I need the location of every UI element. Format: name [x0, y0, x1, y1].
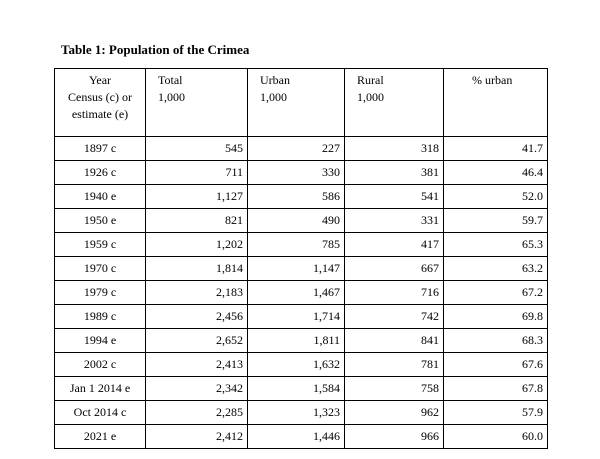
header-year-line: estimate (e) [71, 107, 129, 121]
table-row: 1959 c 1,202 785 417 65.3 [54, 232, 548, 257]
cell-year: 1926 c [54, 160, 146, 185]
header-row: Year Census (c) or estimate (e) Total 1,… [54, 68, 548, 137]
cell-rural: 742 [344, 304, 444, 329]
cell-total: 2,412 [145, 424, 248, 449]
cell-rural: 381 [344, 160, 444, 185]
cell-rural: 331 [344, 208, 444, 233]
cell-percent-urban: 60.0 [443, 424, 548, 449]
cell-rural: 541 [344, 184, 444, 209]
cell-urban: 1,714 [247, 304, 345, 329]
header-urban-line: Urban [260, 73, 290, 87]
table-row: 1950 e 821 490 331 59.7 [54, 208, 548, 233]
cell-total: 2,183 [145, 280, 248, 305]
header-rural-line: 1,000 [357, 90, 384, 104]
table-body: Year Census (c) or estimate (e) Total 1,… [54, 68, 548, 449]
cell-year: 1950 e [54, 208, 146, 233]
cell-total: 545 [145, 136, 248, 161]
cell-year: 1994 e [54, 328, 146, 353]
cell-total: 2,413 [145, 352, 248, 377]
cell-percent-urban: 67.8 [443, 376, 548, 401]
table-row: 1940 e 1,127 586 541 52.0 [54, 184, 548, 209]
cell-percent-urban: 69.8 [443, 304, 548, 329]
header-rural: Rural 1,000 [344, 68, 444, 137]
cell-percent-urban: 65.3 [443, 232, 548, 257]
cell-rural: 781 [344, 352, 444, 377]
table-caption: Table 1: Population of the Crimea [61, 42, 250, 57]
cell-total: 1,814 [145, 256, 248, 281]
cell-year: 1989 c [54, 304, 146, 329]
cell-urban: 586 [247, 184, 345, 209]
cell-percent-urban: 52.0 [443, 184, 548, 209]
cell-total: 2,342 [145, 376, 248, 401]
cell-total: 1,127 [145, 184, 248, 209]
cell-percent-urban: 68.3 [443, 328, 548, 353]
cell-year: 1970 c [54, 256, 146, 281]
population-table: Year Census (c) or estimate (e) Total 1,… [54, 68, 548, 449]
table-row: 1970 c 1,814 1,147 667 63.2 [54, 256, 548, 281]
cell-urban: 1,467 [247, 280, 345, 305]
cell-year: 1979 c [54, 280, 146, 305]
cell-rural: 758 [344, 376, 444, 401]
cell-rural: 417 [344, 232, 444, 257]
table-row: 2021 e 2,412 1,446 966 60.0 [54, 424, 548, 449]
cell-year: Jan 1 2014 e [54, 376, 146, 401]
header-percent-urban-line: % urban [472, 73, 513, 87]
cell-percent-urban: 63.2 [443, 256, 548, 281]
cell-rural: 667 [344, 256, 444, 281]
table-row: 1926 c 711 330 381 46.4 [54, 160, 548, 185]
cell-total: 2,652 [145, 328, 248, 353]
cell-percent-urban: 57.9 [443, 400, 548, 425]
header-rural-line: Rural [357, 73, 384, 87]
cell-year: 2002 c [54, 352, 146, 377]
table-row: 1897 c 545 227 318 41.7 [54, 136, 548, 161]
cell-percent-urban: 67.6 [443, 352, 548, 377]
cell-year: 1959 c [54, 232, 146, 257]
cell-urban: 1,446 [247, 424, 345, 449]
table-row: Jan 1 2014 e 2,342 1,584 758 67.8 [54, 376, 548, 401]
table-row: Oct 2014 c 2,285 1,323 962 57.9 [54, 400, 548, 425]
table-row: 1979 c 2,183 1,467 716 67.2 [54, 280, 548, 305]
cell-total: 711 [145, 160, 248, 185]
cell-urban: 1,584 [247, 376, 345, 401]
cell-year: 1940 e [54, 184, 146, 209]
header-urban: Urban 1,000 [247, 68, 345, 137]
cell-urban: 785 [247, 232, 345, 257]
header-total-line: 1,000 [158, 90, 185, 104]
cell-urban: 1,811 [247, 328, 345, 353]
cell-year: Oct 2014 c [54, 400, 146, 425]
cell-urban: 330 [247, 160, 345, 185]
cell-total: 1,202 [145, 232, 248, 257]
cell-urban: 1,632 [247, 352, 345, 377]
cell-rural: 841 [344, 328, 444, 353]
header-year: Year Census (c) or estimate (e) [54, 68, 146, 137]
table-row: 1989 c 2,456 1,714 742 69.8 [54, 304, 548, 329]
header-total-line: Total [158, 73, 183, 87]
cell-rural: 716 [344, 280, 444, 305]
cell-year: 1897 c [54, 136, 146, 161]
table-row: 1994 e 2,652 1,811 841 68.3 [54, 328, 548, 353]
cell-rural: 962 [344, 400, 444, 425]
header-year-line: Census (c) or [68, 90, 132, 104]
header-percent-urban: % urban [443, 68, 548, 137]
cell-total: 2,456 [145, 304, 248, 329]
cell-percent-urban: 41.7 [443, 136, 548, 161]
header-urban-line: 1,000 [260, 90, 287, 104]
cell-rural: 318 [344, 136, 444, 161]
cell-rural: 966 [344, 424, 444, 449]
cell-urban: 490 [247, 208, 345, 233]
cell-urban: 1,323 [247, 400, 345, 425]
cell-urban: 227 [247, 136, 345, 161]
header-year-line: Year [88, 73, 112, 87]
cell-total: 2,285 [145, 400, 248, 425]
header-total: Total 1,000 [145, 68, 248, 137]
cell-urban: 1,147 [247, 256, 345, 281]
cell-percent-urban: 59.7 [443, 208, 548, 233]
cell-percent-urban: 67.2 [443, 280, 548, 305]
table-row: 2002 c 2,413 1,632 781 67.6 [54, 352, 548, 377]
cell-year: 2021 e [54, 424, 146, 449]
cell-total: 821 [145, 208, 248, 233]
cell-percent-urban: 46.4 [443, 160, 548, 185]
